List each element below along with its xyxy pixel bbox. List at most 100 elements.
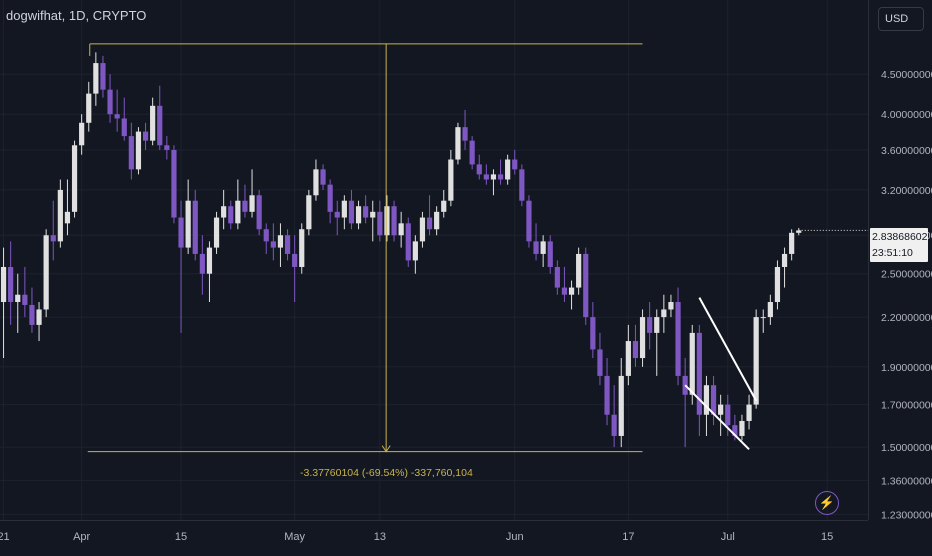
candle-body	[462, 127, 468, 141]
candle-body	[611, 414, 617, 436]
candle-body	[135, 131, 142, 170]
candle-body	[256, 195, 262, 230]
candle-body	[760, 317, 766, 319]
price-tick-label: 1.23000000	[881, 509, 932, 520]
candle-body	[767, 302, 773, 318]
price-tick-label: 4.50000000	[881, 69, 932, 81]
candle-body	[164, 145, 170, 150]
candle-body	[618, 375, 624, 436]
price-tick-label: 4.00000000	[881, 109, 932, 121]
last-price-tag: 2.83868602 23:51:10	[870, 228, 928, 262]
measure-arrow	[381, 445, 391, 453]
candle-body	[377, 211, 383, 236]
candle-body	[497, 174, 504, 180]
candle-body	[568, 287, 575, 295]
candle-body	[604, 375, 610, 415]
candle-body	[426, 217, 433, 230]
candle-body	[696, 332, 702, 415]
candle-body	[150, 105, 156, 141]
candle-body	[284, 235, 291, 254]
candle-body	[185, 200, 191, 248]
candle-body	[86, 93, 92, 123]
candle-body	[583, 253, 589, 318]
candle-body	[796, 230, 802, 233]
candle-body	[398, 223, 404, 236]
candlestick-chart[interactable]	[0, 0, 868, 520]
candle-body	[405, 223, 411, 261]
candle-body	[554, 266, 560, 288]
lightning-icon[interactable]: ⚡	[815, 491, 839, 515]
candle-body	[625, 341, 631, 376]
candle-body	[355, 206, 362, 224]
candle-body	[320, 169, 326, 185]
candle-body	[235, 200, 241, 224]
candle-body	[36, 309, 42, 325]
bar-countdown: 23:51:10	[872, 247, 913, 259]
candle-body	[639, 317, 646, 359]
candle-body	[299, 229, 305, 267]
candle-body	[632, 341, 639, 359]
candle-body	[441, 200, 447, 212]
candle-body	[334, 211, 340, 218]
candle-body	[526, 200, 532, 242]
time-tick-label: 21	[0, 531, 10, 543]
price-tick-label: 1.90000000	[881, 362, 932, 374]
candle-body	[263, 229, 269, 242]
candle-body	[15, 294, 21, 303]
candle-body	[128, 136, 134, 170]
time-tick-label: Apr	[73, 531, 90, 543]
candle-body	[71, 145, 78, 212]
candle-body	[703, 385, 710, 415]
candle-body	[178, 217, 184, 248]
candle-body	[732, 425, 738, 436]
candle-body	[675, 302, 681, 376]
candle-body	[718, 404, 724, 415]
candle-body	[199, 253, 205, 274]
time-tick-label: 15	[175, 531, 187, 543]
candle-body	[29, 304, 35, 325]
candle-body	[370, 211, 376, 218]
candle-body	[668, 302, 674, 310]
candle-body	[107, 89, 113, 115]
candle-body	[753, 317, 759, 405]
time-tick-label: 17	[622, 531, 634, 543]
candle-body	[363, 206, 369, 218]
candle-body	[746, 404, 752, 421]
candle-body	[590, 317, 596, 350]
candle-body	[249, 195, 255, 212]
symbol-title[interactable]: dogwifhat, 1D, CRYPTO	[6, 8, 147, 23]
time-tick-label: Jul	[721, 531, 735, 543]
price-tick-label: 1.50000000	[881, 442, 932, 454]
candle-body	[689, 332, 695, 395]
price-axis-labels: 4.50000000 4.00000000 3.60000000 3.20000000…	[881, 69, 932, 521]
candle-body	[597, 349, 603, 376]
candle-body	[561, 287, 568, 295]
candle-body	[221, 206, 227, 218]
candle-body	[100, 63, 106, 90]
measure-label: -3.37760104 (-69.54%) -337,760,104	[300, 467, 473, 479]
price-tick-label: 2.50000000	[881, 269, 932, 281]
candle-body	[469, 140, 475, 165]
time-axis[interactable]: 21 Apr 15 May 13 Jun 17 Jul 15	[0, 520, 868, 551]
candle-body	[725, 404, 731, 426]
currency-button[interactable]: USD	[878, 7, 924, 31]
candle-body	[419, 217, 426, 242]
candle-body	[213, 217, 220, 248]
candle-body	[79, 122, 85, 146]
candle-body	[483, 174, 489, 180]
candle-body	[270, 241, 276, 248]
price-axis[interactable]: 4.50000000 4.00000000 3.60000000 3.20000000…	[868, 0, 932, 521]
candle-body	[434, 211, 440, 230]
chart-area[interactable]	[0, 0, 868, 520]
candle-body	[774, 266, 781, 303]
price-tick-label: 2.20000000	[881, 312, 932, 324]
candle-body	[540, 241, 546, 254]
candle-body	[306, 195, 312, 230]
candle-body	[121, 118, 127, 137]
candle-body	[412, 241, 418, 261]
candle-body	[789, 232, 795, 254]
candle-body	[710, 385, 717, 415]
candle-body	[576, 253, 582, 288]
time-tick-label: Jun	[506, 531, 524, 543]
trendline-lower	[684, 384, 750, 451]
